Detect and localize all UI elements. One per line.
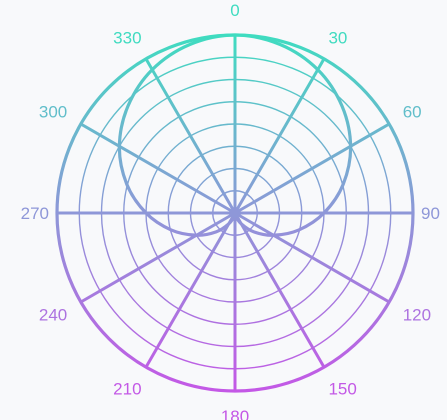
angle-label-180: 180	[221, 407, 249, 420]
angle-label-0: 0	[230, 1, 239, 20]
spoke-210	[144, 212, 237, 368]
angle-label-300: 300	[39, 103, 67, 122]
spoke-330	[144, 58, 237, 214]
spoke-60	[234, 122, 390, 215]
spoke-30	[233, 58, 326, 214]
spoke-240	[80, 211, 236, 304]
angle-label-210: 210	[113, 380, 141, 399]
spoke-150	[233, 212, 326, 368]
angle-label-330: 330	[113, 28, 141, 47]
angle-label-90: 90	[421, 204, 440, 223]
angle-label-30: 30	[328, 28, 347, 47]
angle-label-270: 270	[21, 204, 49, 223]
angle-label-60: 60	[403, 103, 422, 122]
outer-ring-group	[55, 33, 415, 393]
angular-tick-labels: 0 30 60 90 120 150 180 210 240 270 300 330	[21, 1, 440, 420]
spoke-300	[80, 122, 236, 215]
spoke-120	[234, 211, 390, 304]
angle-label-240: 240	[39, 305, 67, 324]
center-point	[230, 208, 240, 218]
outer-ring	[55, 33, 415, 393]
angle-label-120: 120	[403, 305, 431, 324]
angle-label-150: 150	[328, 380, 356, 399]
